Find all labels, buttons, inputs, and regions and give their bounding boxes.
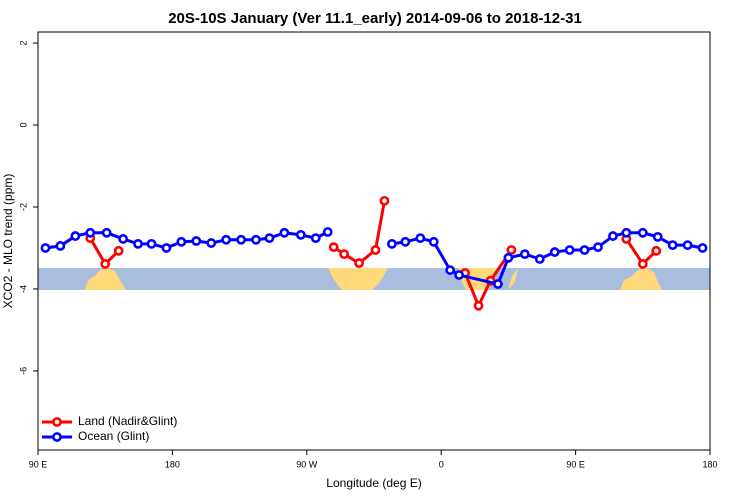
point [310, 233, 321, 244]
point [236, 234, 246, 245]
point [279, 227, 290, 238]
x-tick-label: 90 W [296, 459, 318, 469]
point [534, 254, 545, 264]
legend-label: Ocean (Glint) [78, 429, 149, 443]
x-tick-label: 90 E [566, 459, 585, 469]
point [176, 236, 187, 247]
land-sea-strip [38, 268, 710, 290]
point [682, 240, 693, 250]
point [295, 229, 306, 240]
point [473, 300, 484, 311]
y-axis-label: XCO2 - MLO trend (ppm) [1, 174, 15, 309]
point [100, 259, 111, 269]
point [519, 249, 530, 260]
chart-title: 20S-10S January (Ver 11.1_early) 2014-09… [168, 10, 582, 27]
point [161, 243, 172, 253]
point [593, 242, 603, 253]
x-tick-label: 180 [702, 459, 717, 469]
point [400, 236, 411, 247]
point [415, 233, 426, 244]
point [445, 265, 456, 275]
legend: Land (Nadir&Glint)Ocean (Glint) [42, 414, 177, 443]
point [503, 252, 514, 263]
point [70, 231, 81, 241]
point [264, 233, 275, 244]
plot-frame [37, 31, 711, 451]
point [221, 234, 232, 245]
point [506, 245, 517, 255]
point [251, 234, 261, 245]
point [637, 259, 648, 269]
legend-swatch [52, 432, 62, 442]
point [564, 245, 575, 255]
point [118, 234, 129, 244]
point [206, 238, 217, 248]
land-shape [85, 268, 126, 290]
point [428, 236, 439, 247]
point [101, 227, 112, 238]
y-tick-label: 0 [18, 123, 28, 128]
point [454, 270, 465, 280]
y-tick-label: -4 [18, 285, 28, 293]
point [579, 245, 590, 255]
x-tick-label: 180 [165, 459, 180, 469]
y-tick-label: 2 [18, 41, 28, 46]
point [549, 247, 560, 257]
y-tick-label: -2 [18, 203, 28, 211]
point [493, 279, 503, 289]
point [339, 249, 350, 260]
land-shape [328, 268, 388, 290]
point [328, 242, 339, 253]
point [379, 195, 390, 206]
point [652, 232, 663, 242]
x-tick-label: 90 E [29, 459, 48, 469]
point [667, 240, 678, 250]
x-tick-label: 0 [439, 459, 444, 469]
point [322, 227, 333, 237]
point [191, 236, 202, 246]
legend-swatch [52, 417, 62, 427]
land-shape [508, 268, 518, 290]
point [697, 243, 708, 253]
x-axis-label: Longitude (deg E) [326, 476, 421, 490]
point [55, 241, 66, 251]
point [354, 258, 364, 269]
legend-label: Land (Nadir&Glint) [78, 414, 177, 428]
point [637, 227, 648, 238]
y-tick-label: -6 [18, 367, 28, 375]
point [40, 243, 51, 253]
point [651, 245, 662, 256]
point [133, 238, 143, 249]
point [85, 227, 96, 238]
point [146, 238, 157, 249]
point [370, 245, 381, 255]
point [387, 238, 397, 249]
point [621, 227, 632, 238]
point [608, 231, 618, 241]
point [113, 245, 124, 256]
land-shape [620, 268, 662, 290]
